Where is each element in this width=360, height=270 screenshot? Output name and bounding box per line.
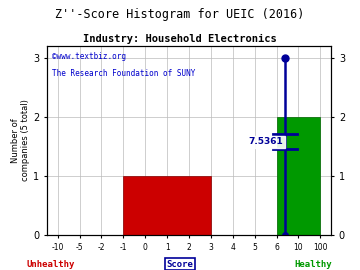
Y-axis label: Number of
companies (5 total): Number of companies (5 total) bbox=[11, 99, 30, 181]
Bar bbox=[276, 117, 320, 235]
Bar bbox=[123, 176, 211, 235]
Text: Unhealthy: Unhealthy bbox=[26, 260, 75, 269]
Text: ©www.textbiz.org: ©www.textbiz.org bbox=[53, 52, 126, 60]
Text: Industry: Household Electronics: Industry: Household Electronics bbox=[83, 34, 277, 44]
Text: Score: Score bbox=[167, 260, 193, 269]
Text: The Research Foundation of SUNY: The Research Foundation of SUNY bbox=[53, 69, 196, 77]
Text: Healthy: Healthy bbox=[294, 260, 332, 269]
Text: Z''-Score Histogram for UEIC (2016): Z''-Score Histogram for UEIC (2016) bbox=[55, 8, 305, 21]
Text: 7.5361: 7.5361 bbox=[248, 137, 283, 146]
